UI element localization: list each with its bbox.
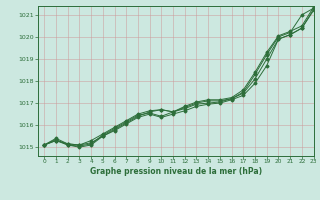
X-axis label: Graphe pression niveau de la mer (hPa): Graphe pression niveau de la mer (hPa)	[90, 167, 262, 176]
